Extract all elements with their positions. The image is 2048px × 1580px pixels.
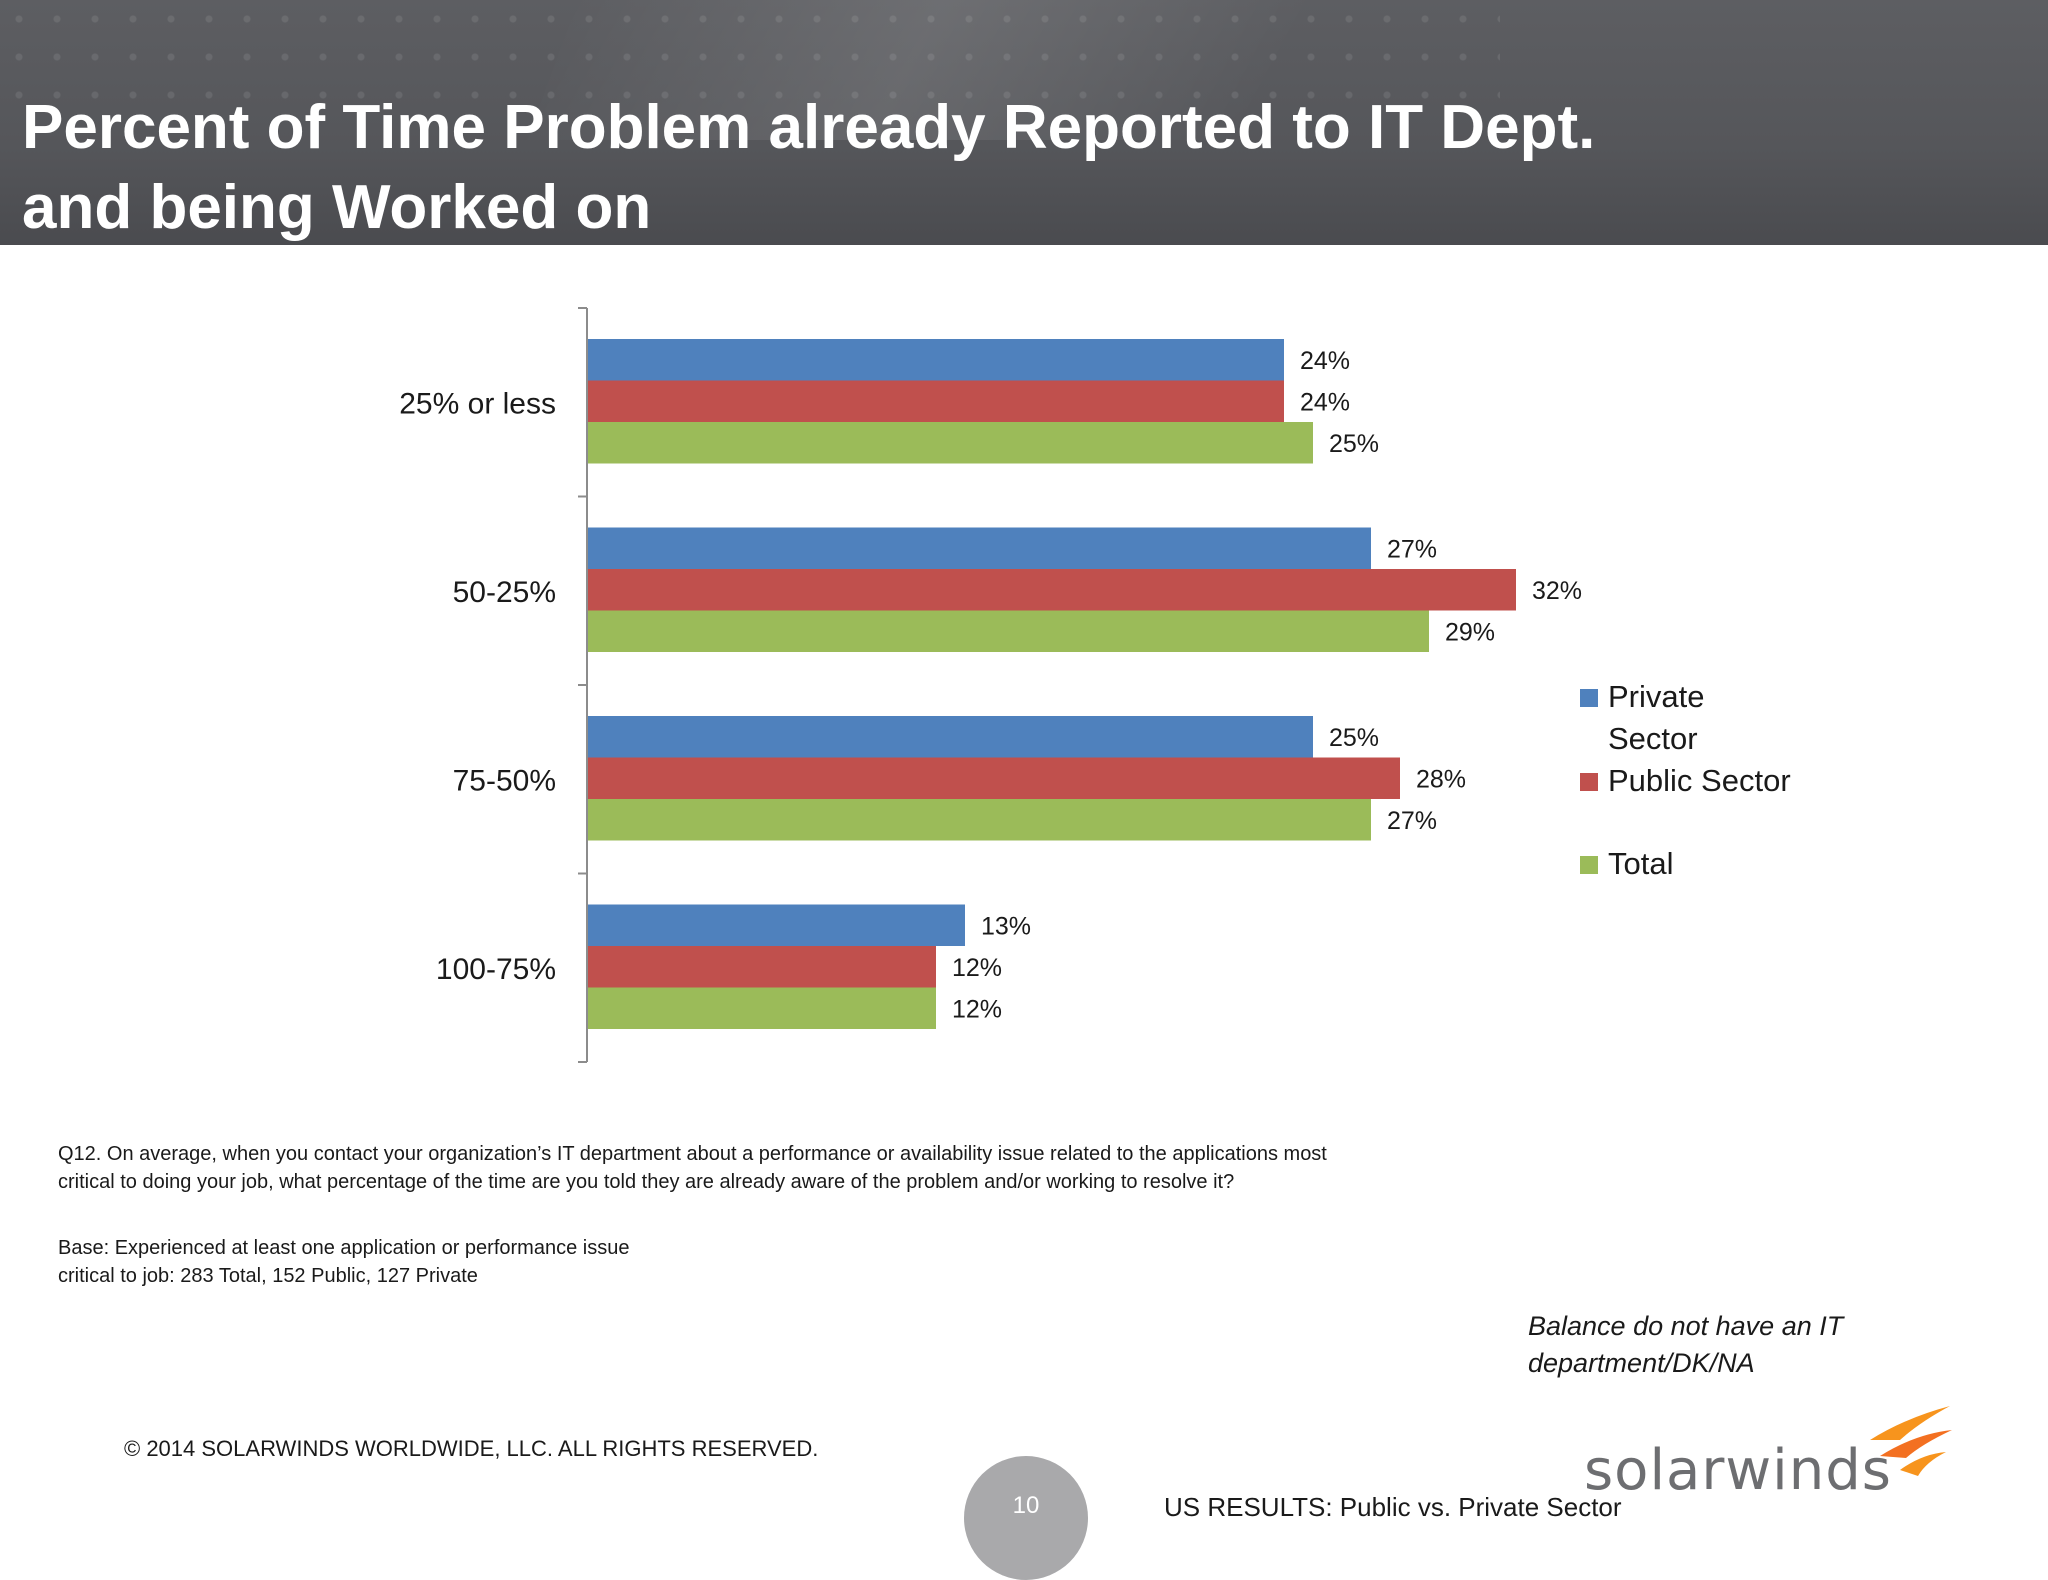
balance-note-line-1: Balance do not have an IT: [1528, 1311, 1844, 1341]
balance-note: Balance do not have an IT department/DK/…: [1528, 1308, 1888, 1382]
page-title: Percent of Time Problem already Reported…: [22, 88, 1595, 245]
data-label: 24%: [1300, 347, 1350, 375]
data-label: 24%: [1300, 388, 1350, 416]
bar-private-sector: [588, 527, 1371, 569]
question-note-line-1: Q12. On average, when you contact your o…: [58, 1143, 1327, 1165]
legend-item-public: Public Sector: [1580, 760, 1808, 802]
copyright-text: © 2014 SOLARWINDS WORLDWIDE, LLC. ALL RI…: [124, 1436, 819, 1461]
legend-item-private: Private Sector: [1580, 676, 1808, 760]
bar-public-sector: [588, 757, 1400, 799]
bar-total: [588, 610, 1429, 652]
legend-item-total: Total: [1580, 843, 1808, 885]
results-label: US RESULTS: Public vs. Private Sector: [1164, 1492, 1622, 1522]
data-label: 27%: [1387, 807, 1437, 835]
bar-public-sector: [588, 380, 1284, 422]
legend-label-private-line-2: Sector: [1608, 721, 1698, 756]
category-label: 25% or less: [399, 387, 556, 420]
base-note: Base: Experienced at least one applicati…: [58, 1234, 629, 1290]
data-label: 27%: [1387, 535, 1437, 563]
question-note-line-2: critical to doing your job, what percent…: [58, 1171, 1235, 1193]
legend-label-total: Total: [1608, 846, 1674, 881]
base-note-line-1: Base: Experienced at least one applicati…: [58, 1237, 630, 1259]
bar-total: [588, 422, 1313, 464]
page-title-line-2: and being Worked on: [22, 173, 652, 242]
header-dot-pattern: [0, 0, 1500, 120]
balance-note-line-2: department/DK/NA: [1528, 1348, 1755, 1378]
data-label: 13%: [981, 912, 1031, 940]
category-label: 75-50%: [453, 764, 556, 797]
bar-public-sector: [588, 569, 1516, 611]
data-label: 32%: [1532, 577, 1582, 605]
flame-icon: [1870, 1406, 1952, 1476]
page-number-badge: 10: [964, 1456, 1088, 1580]
solarwinds-logo: solarwinds: [1580, 1400, 1960, 1503]
bar-public-sector: [588, 946, 936, 988]
logo-wordmark: solarwinds: [1584, 1438, 1892, 1503]
data-label: 29%: [1445, 618, 1495, 646]
header-banner: Percent of Time Problem already Reported…: [0, 0, 2048, 245]
bar-private-sector: [588, 339, 1284, 381]
question-note: Q12. On average, when you contact your o…: [58, 1140, 1327, 1196]
data-label: 28%: [1416, 765, 1466, 793]
bar-private-sector: [588, 716, 1313, 758]
bar-total: [588, 799, 1371, 841]
legend-swatch-total: [1580, 856, 1598, 874]
data-label: 25%: [1329, 430, 1379, 458]
page-title-line-1: Percent of Time Problem already Reported…: [22, 93, 1596, 162]
legend-label-public: Public Sector: [1608, 763, 1791, 798]
legend-label-private: Private Sector: [1608, 676, 1808, 760]
data-label: 25%: [1329, 724, 1379, 752]
category-label: 100-75%: [436, 953, 556, 986]
data-label: 12%: [952, 995, 1002, 1023]
bar-chart: 25% or less 24% 24% 25% 50-25% 27% 32% 29% 75-50…: [399, 307, 1582, 1063]
bar-total: [588, 987, 936, 1029]
legend-swatch-public: [1580, 773, 1598, 791]
legend-swatch-private: [1580, 689, 1598, 707]
base-note-line-2: critical to job: 283 Total, 152 Public, …: [58, 1265, 478, 1287]
legend-label-private-line-1: Private: [1608, 679, 1705, 714]
category-label: 50-25%: [453, 576, 556, 609]
bar-private-sector: [588, 904, 965, 946]
data-label: 12%: [952, 954, 1002, 982]
